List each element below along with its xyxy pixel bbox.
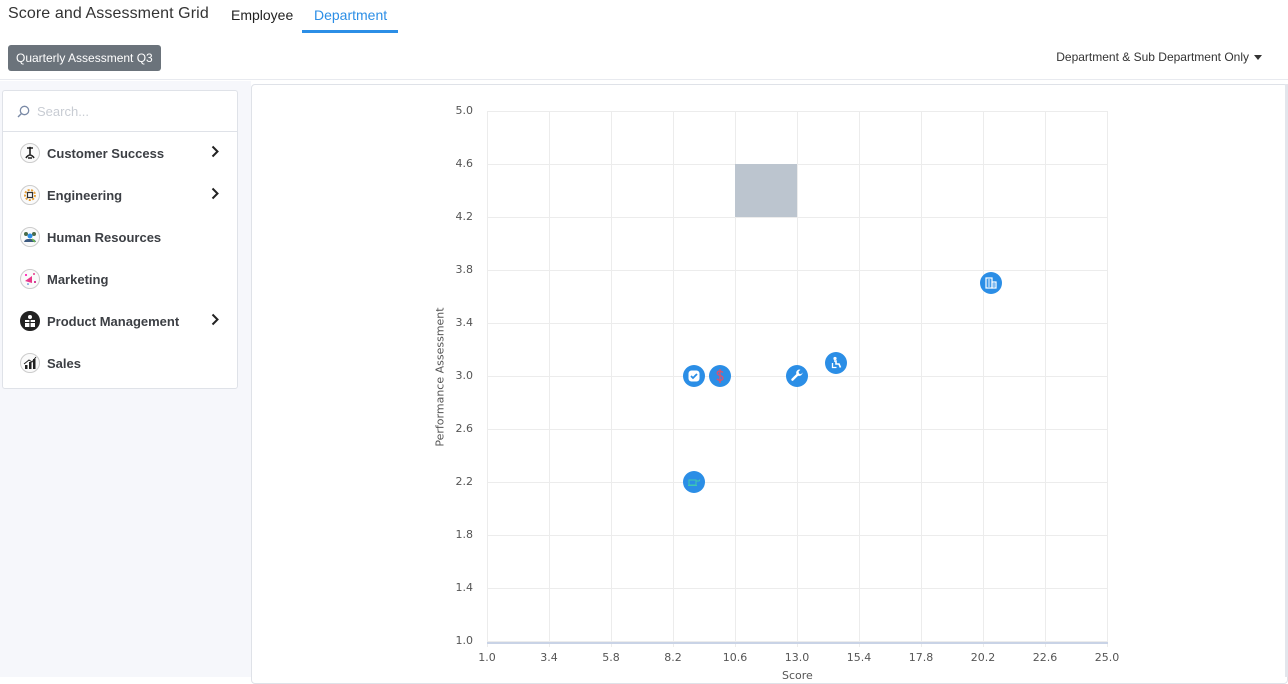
chevron-right-icon[interactable] bbox=[211, 145, 219, 158]
data-point-laptop[interactable] bbox=[682, 471, 705, 493]
scrollbar-track[interactable] bbox=[1285, 84, 1288, 677]
x-tick-label: 25.0 bbox=[1094, 651, 1120, 664]
grid-line-horizontal bbox=[487, 216, 1107, 218]
wrench-icon bbox=[790, 369, 804, 383]
department-filter-dropdown[interactable]: Department & Sub Department Only bbox=[1056, 50, 1262, 64]
y-tick-label: 3.0 bbox=[455, 369, 474, 382]
sidebar-item-label: Product Management bbox=[47, 313, 180, 329]
x-axis-label: Score bbox=[782, 669, 813, 682]
top-bar: Score and Assessment Grid Employee Depar… bbox=[0, 0, 1288, 80]
grid-line-vertical bbox=[734, 111, 736, 647]
y-tick-label: 3.4 bbox=[455, 316, 474, 329]
data-point-dollar[interactable] bbox=[708, 365, 731, 387]
department-sidebar: Customer Success Engineering Human Resou… bbox=[2, 90, 238, 389]
grid-line-vertical bbox=[486, 111, 488, 647]
chevron-right-icon[interactable] bbox=[211, 313, 219, 326]
people-search-icon bbox=[20, 227, 40, 247]
y-tick-label: 5.0 bbox=[455, 104, 474, 117]
sidebar-item-engineering[interactable]: Engineering bbox=[3, 174, 237, 216]
checkbox-icon bbox=[687, 369, 701, 383]
chevron-right-icon[interactable] bbox=[211, 187, 219, 200]
x-tick-label: 5.8 bbox=[602, 651, 620, 664]
grid-line-horizontal bbox=[487, 640, 1107, 642]
sidebar-item-sales[interactable]: Sales bbox=[3, 342, 237, 384]
sidebar-item-label: Engineering bbox=[47, 187, 123, 203]
tab-employee[interactable]: Employee bbox=[231, 7, 294, 23]
search-icon bbox=[17, 105, 30, 117]
grid-line-vertical bbox=[548, 111, 550, 647]
y-tick-label: 1.4 bbox=[455, 581, 474, 594]
laptop-icon bbox=[687, 476, 701, 488]
x-tick-label: 17.8 bbox=[908, 651, 934, 664]
grid-line-vertical bbox=[920, 111, 922, 647]
y-tick-label: 2.6 bbox=[455, 422, 474, 435]
y-tick-label: 1.8 bbox=[455, 528, 474, 541]
grid-line-horizontal bbox=[487, 110, 1107, 112]
x-tick-label: 13.0 bbox=[784, 651, 810, 664]
y-tick-label: 4.6 bbox=[455, 157, 474, 170]
x-tick-label: 10.6 bbox=[722, 651, 748, 664]
building-icon bbox=[984, 276, 998, 290]
sidebar-item-label: Sales bbox=[47, 355, 81, 371]
gift-box-icon bbox=[20, 311, 40, 331]
grid-line-horizontal bbox=[487, 322, 1107, 324]
x-tick-label: 1.0 bbox=[478, 651, 496, 664]
grid-line-vertical bbox=[858, 111, 860, 647]
search-row bbox=[3, 91, 237, 132]
y-tick-label: 4.2 bbox=[455, 210, 474, 223]
x-axis-line bbox=[487, 642, 1108, 644]
grid-line-vertical bbox=[610, 111, 612, 647]
data-point-person-seated[interactable] bbox=[824, 351, 847, 374]
person-seated-icon bbox=[829, 356, 843, 370]
data-point-wrench[interactable] bbox=[786, 365, 808, 387]
department-filter-label: Department & Sub Department Only bbox=[1056, 50, 1249, 64]
grid-line-vertical bbox=[1044, 111, 1046, 647]
grid-line-horizontal bbox=[487, 269, 1107, 271]
sidebar-item-label: Customer Success bbox=[47, 145, 165, 161]
bar-chart-growth-icon bbox=[20, 353, 40, 373]
trophy-person-icon bbox=[20, 143, 40, 163]
caret-down-icon bbox=[1254, 54, 1262, 60]
tab-department[interactable]: Department bbox=[302, 7, 398, 33]
megaphone-confetti-icon bbox=[20, 269, 40, 289]
highlight-zone[interactable] bbox=[735, 164, 797, 217]
assessment-period-button[interactable]: Quarterly Assessment Q3 bbox=[8, 45, 161, 71]
data-point-checkbox[interactable] bbox=[682, 365, 705, 387]
y-tick-label: 2.2 bbox=[455, 475, 474, 488]
x-tick-label: 22.6 bbox=[1032, 651, 1058, 664]
y-tick-label: 1.0 bbox=[455, 634, 474, 647]
data-point-building[interactable] bbox=[979, 272, 1002, 295]
x-tick-label: 3.4 bbox=[540, 651, 558, 664]
search-input[interactable] bbox=[37, 103, 217, 119]
x-tick-label: 8.2 bbox=[664, 651, 682, 664]
x-tick-label: 20.2 bbox=[970, 651, 996, 664]
sidebar-item-human-resources[interactable]: Human Resources bbox=[3, 216, 237, 258]
grid-line-horizontal bbox=[487, 587, 1107, 589]
grid-line-horizontal bbox=[487, 534, 1107, 536]
dollar-icon bbox=[713, 368, 727, 384]
grid-line-vertical bbox=[672, 111, 674, 647]
grid-line-horizontal bbox=[487, 481, 1107, 483]
grid-line-horizontal bbox=[487, 428, 1107, 430]
y-tick-label: 3.8 bbox=[455, 263, 474, 276]
grid-line-vertical bbox=[982, 111, 984, 647]
sidebar-item-marketing[interactable]: Marketing bbox=[3, 258, 237, 300]
page-title: Score and Assessment Grid bbox=[8, 5, 209, 22]
sidebar-item-product-management[interactable]: Product Management bbox=[3, 300, 237, 342]
gear-circuit-icon bbox=[20, 185, 40, 205]
grid-line-horizontal bbox=[487, 163, 1107, 165]
grid-line-vertical bbox=[1106, 111, 1108, 647]
sidebar-item-customer-success[interactable]: Customer Success bbox=[3, 132, 237, 174]
sidebar-item-label: Human Resources bbox=[47, 229, 162, 245]
x-tick-label: 15.4 bbox=[846, 651, 872, 664]
sidebar-item-label: Marketing bbox=[47, 271, 109, 287]
